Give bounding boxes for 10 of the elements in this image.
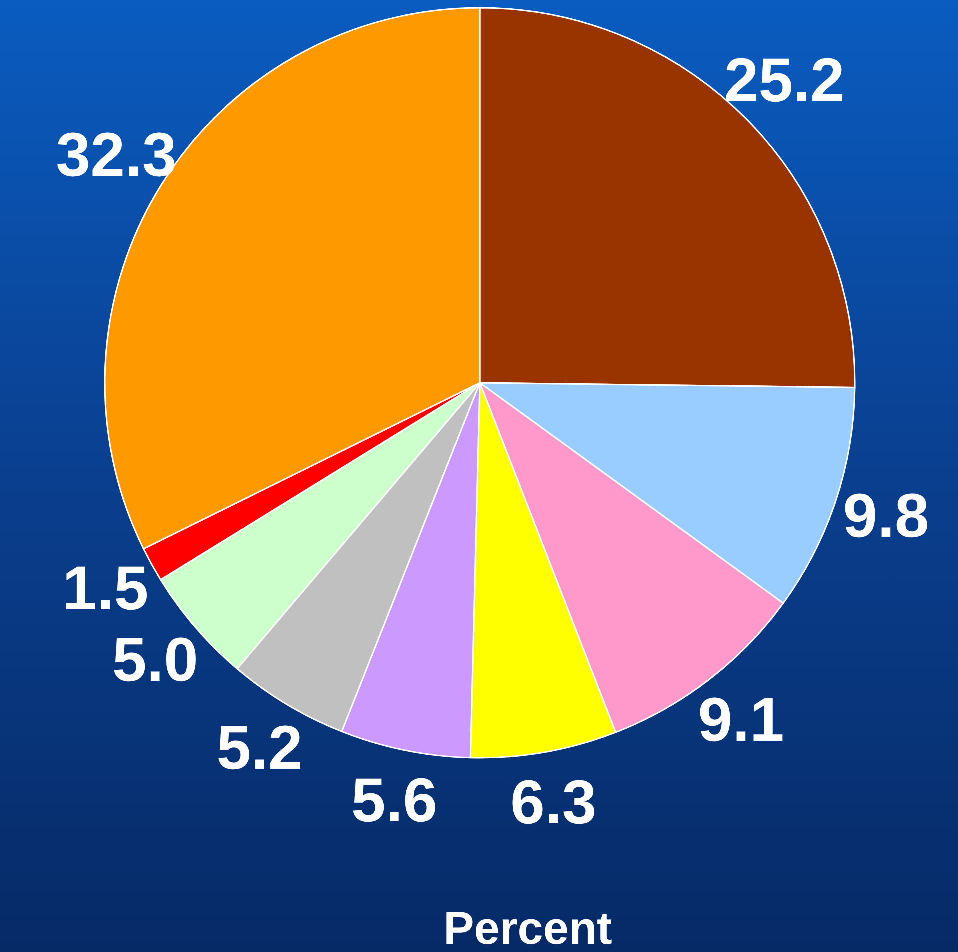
data-label: 5.2 xyxy=(216,714,303,784)
data-label: 1.5 xyxy=(62,554,149,624)
data-label: 6.3 xyxy=(510,768,597,838)
data-label: 5.6 xyxy=(351,766,438,836)
data-label: 9.8 xyxy=(843,482,930,551)
data-label: 32.3 xyxy=(56,121,177,190)
text: Percent xyxy=(444,902,612,952)
data-label: 25.2 xyxy=(724,46,845,116)
data-label: 5.0 xyxy=(112,626,199,695)
data-label: 9.1 xyxy=(698,686,784,756)
